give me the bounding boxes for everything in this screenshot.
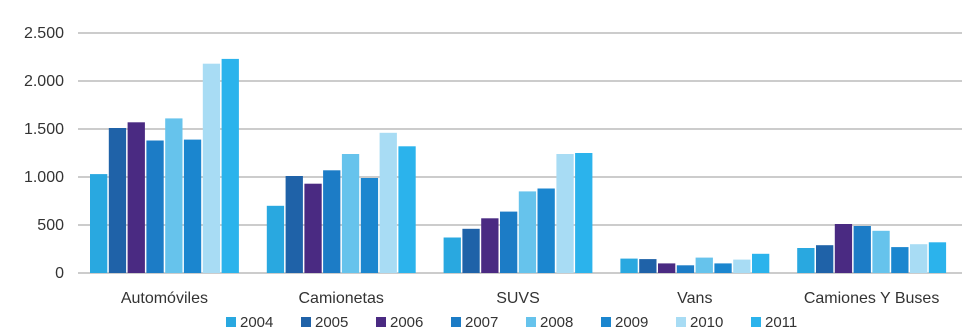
legend: 2004 2005 2006 2007 2008 2009 2010 2011 <box>226 314 797 331</box>
legend-item: 2010 <box>676 314 723 331</box>
bar <box>929 242 946 273</box>
y-tick-label: 0 <box>55 265 64 282</box>
legend-swatch <box>526 317 536 327</box>
bar <box>575 153 592 273</box>
legend-item: 2005 <box>301 314 348 331</box>
bar <box>109 128 126 273</box>
bar <box>184 140 201 273</box>
bar <box>342 154 359 273</box>
legend-swatch <box>376 317 386 327</box>
bar <box>519 191 536 273</box>
bar <box>267 206 284 273</box>
y-tick-label: 1.500 <box>24 121 64 138</box>
legend-item: 2007 <box>451 314 498 331</box>
y-tick-label: 1.000 <box>24 169 64 186</box>
category-label: SUVS <box>496 290 540 307</box>
category-label: Camiones Y Buses <box>804 290 939 307</box>
legend-swatch <box>751 317 761 327</box>
legend-item: 2011 <box>751 314 797 331</box>
category-label: Camionetas <box>299 290 384 307</box>
legend-label: 2010 <box>690 314 723 331</box>
x-axis: Automóviles Camionetas SUVS Vans Camiones Y … <box>121 290 940 307</box>
category-label: Automóviles <box>121 290 208 307</box>
bar <box>696 258 713 273</box>
bar <box>500 212 517 273</box>
category-label: Vans <box>677 290 712 307</box>
bar <box>165 118 182 273</box>
bars <box>90 59 946 273</box>
bar <box>222 59 239 273</box>
bar <box>286 176 303 273</box>
legend-swatch <box>601 317 611 327</box>
bar <box>323 170 340 273</box>
legend-label: 2008 <box>540 314 573 331</box>
bar <box>639 259 656 273</box>
bar <box>462 229 479 273</box>
bar <box>658 263 675 273</box>
bar <box>835 224 852 273</box>
bar <box>361 178 378 273</box>
y-axis: 0 500 1.000 1.500 2.000 2.500 <box>24 25 64 282</box>
bar <box>556 154 573 273</box>
bar <box>304 184 321 273</box>
bar <box>538 189 555 274</box>
bar <box>872 231 889 273</box>
legend-label: 2006 <box>390 314 423 331</box>
y-tick-label: 500 <box>37 217 64 234</box>
bar <box>714 263 731 273</box>
legend-item: 2009 <box>601 314 648 331</box>
legend-swatch <box>676 317 686 327</box>
bar <box>677 265 694 273</box>
legend-swatch <box>301 317 311 327</box>
legend-label: 2011 <box>765 314 797 331</box>
bar <box>797 248 814 273</box>
legend-label: 2009 <box>615 314 648 331</box>
y-tick-label: 2.000 <box>24 73 64 90</box>
legend-item: 2006 <box>376 314 423 331</box>
bar <box>891 247 908 273</box>
bar <box>910 244 927 273</box>
bar <box>398 146 415 273</box>
bar <box>816 245 833 273</box>
legend-swatch <box>451 317 461 327</box>
bar <box>128 122 145 273</box>
bar <box>444 238 461 274</box>
bar <box>481 218 498 273</box>
y-tick-label: 2.500 <box>24 25 64 42</box>
bar <box>854 226 871 273</box>
legend-label: 2004 <box>240 314 273 331</box>
bar <box>620 259 637 273</box>
legend-label: 2007 <box>465 314 498 331</box>
bar <box>380 133 397 273</box>
bar <box>90 174 107 273</box>
legend-item: 2004 <box>226 314 273 331</box>
legend-item: 2008 <box>526 314 573 331</box>
bar <box>203 64 220 273</box>
legend-label: 2005 <box>315 314 348 331</box>
legend-swatch <box>226 317 236 327</box>
bar <box>733 260 750 273</box>
bar <box>146 141 163 274</box>
bar <box>752 254 769 273</box>
